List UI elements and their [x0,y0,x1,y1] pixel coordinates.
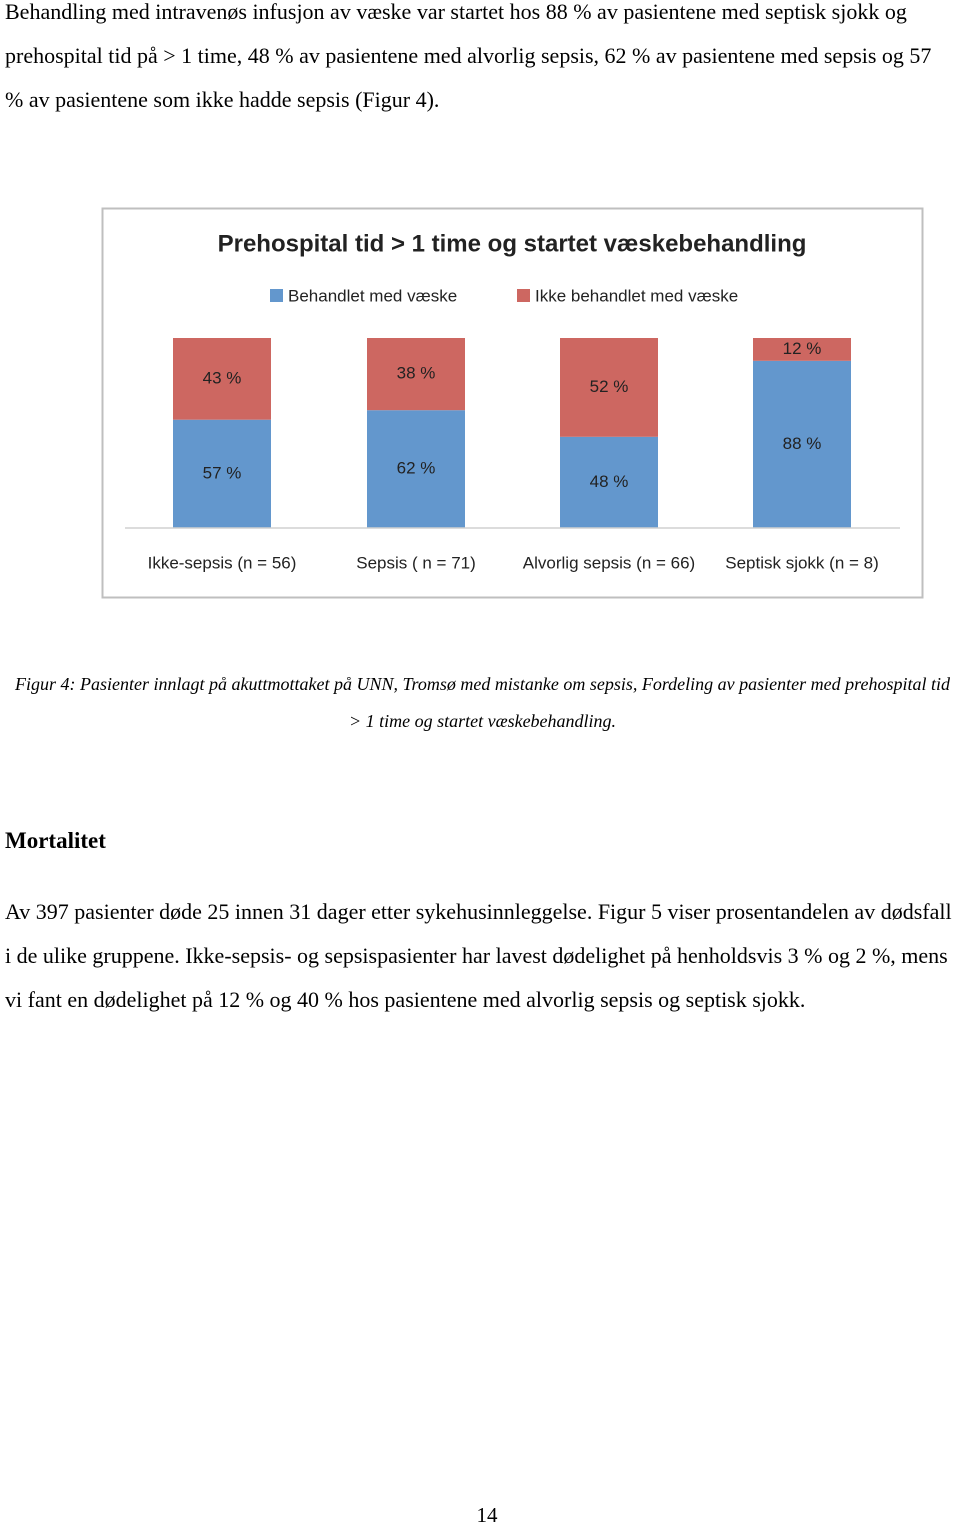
x-tick-label: Ikke-sepsis (n = 56) [148,553,297,572]
legend-swatch [270,289,283,302]
data-label: 52 % [590,377,629,396]
bar-segment [173,338,271,420]
legend-label: Ikke behandlet med væske [535,286,738,305]
paragraph: Behandling med intravenøs infusjon av væ… [5,0,932,112]
legend-label: Behandlet med væske [288,286,457,305]
bar-segment [753,338,851,361]
data-label: 48 % [590,472,629,491]
data-label: 12 % [783,339,822,358]
paragraph: Av 397 pasienter døde 25 innen 31 dager … [5,899,952,1012]
data-label: 62 % [397,459,436,478]
chart-title: Prehospital tid > 1 time og startet væsk… [218,230,807,257]
bar-segment [560,338,658,437]
page-number: 14 [476,1503,498,1527]
bar-segment [560,436,658,528]
heading: Mortalitet [5,828,106,853]
legend-swatch [517,289,530,302]
bar-segment [367,338,465,411]
data-label: 57 % [203,463,242,482]
bar-segment [753,360,851,528]
data-label: 38 % [397,364,436,383]
x-tick-label: Alvorlig sepsis (n = 66) [523,553,695,572]
bar-segment [173,419,271,528]
x-tick-label: Sepsis ( n = 71) [356,553,476,572]
x-tick-label: Septisk sjokk (n = 8) [725,553,879,572]
data-label: 88 % [783,434,822,453]
data-label: 43 % [203,368,242,387]
caption: Figur 4: Pasienter innlagt på akuttmotta… [15,674,950,731]
bar-segment [367,410,465,528]
